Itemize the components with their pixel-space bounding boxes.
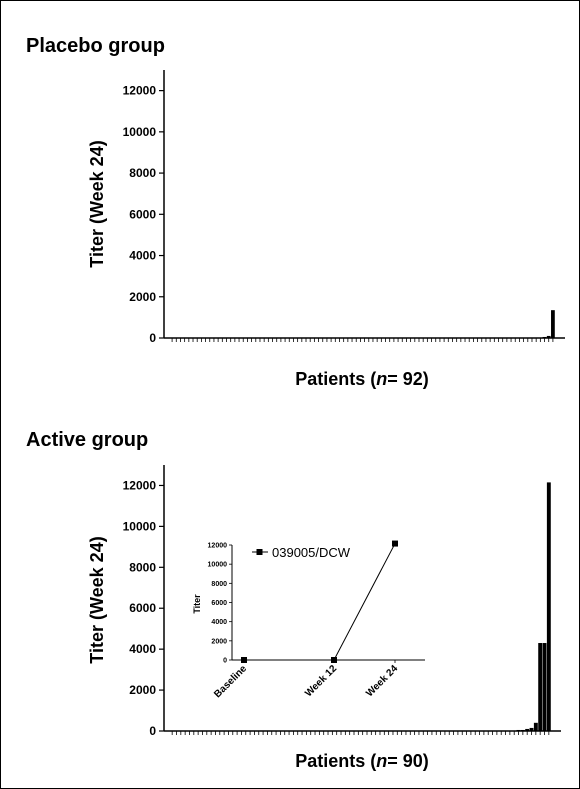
active-title: Active group [26, 429, 148, 451]
active-y-tick-label-10000: 10000 [123, 519, 157, 533]
placebo-panel: Placebo group Titer (Week 24) 0 2000 4000 6… [26, 35, 565, 389]
placebo-x-axis-title-suffix: = 92) [387, 369, 429, 389]
inset-x-tick-label: Baseline [212, 663, 249, 700]
active-bar [546, 482, 551, 731]
inset-y-ticks: 0 2000 4000 6000 8000 10000 12000 [208, 543, 232, 665]
placebo-y-tick-label-6000: 6000 [129, 207, 156, 221]
active-bar [533, 722, 538, 731]
legend-marker [256, 549, 263, 555]
active-y-tick-label-6000: 6000 [129, 601, 156, 615]
inset-series [241, 540, 398, 663]
placebo-y-axis-title: Titer (Week 24) [87, 140, 107, 267]
placebo-y-ticks: 0 2000 4000 6000 8000 10000 12000 [123, 84, 164, 345]
inset-x-ticks: Baseline Week 12 Week 24 [212, 660, 400, 700]
active-y-ticks: 0 2000 4000 6000 8000 10000 12000 [123, 478, 164, 738]
inset-y-tick-label-10000: 10000 [208, 562, 228, 569]
inset-point [241, 657, 247, 663]
inset-series-line [244, 543, 396, 661]
active-x-axis-title-prefix: Patients ( [295, 751, 376, 771]
placebo-bar [546, 335, 551, 338]
placebo-y-tick-label-0: 0 [149, 331, 156, 345]
active-x-axis-title-n: n [376, 751, 387, 771]
placebo-x-axis-title: Patients (n= 92) [295, 369, 429, 389]
active-bar [529, 727, 534, 731]
inset-legend: 039005/DCW [252, 545, 351, 560]
inset-y-tick-label-4000: 4000 [211, 619, 227, 626]
inset-y-tick-label-8000: 8000 [211, 581, 227, 588]
inset-y-tick-label-6000: 6000 [211, 600, 227, 607]
inset-chart: Titer 0 2000 4000 6000 8000 10000 12000 Baseli… [192, 540, 425, 700]
inset-point [331, 657, 337, 663]
placebo-y-tick-label-10000: 10000 [123, 125, 157, 139]
inset-y-axis-title: Titer [192, 594, 202, 614]
placebo-y-tick-label-8000: 8000 [129, 166, 156, 180]
active-bar [542, 643, 547, 731]
active-bars [516, 482, 551, 731]
legend-label: 039005/DCW [272, 545, 351, 560]
inset-x-tick-label: Week 24 [364, 663, 400, 699]
active-bar [525, 728, 530, 731]
active-y-axis-title: Titer (Week 24) [87, 536, 107, 663]
active-y-tick-label-2000: 2000 [129, 683, 156, 697]
active-y-tick-label-4000: 4000 [129, 642, 156, 656]
active-y-tick-label-12000: 12000 [123, 478, 157, 492]
active-x-axis-title-suffix: = 90) [387, 751, 429, 771]
placebo-x-axis-title-prefix: Patients ( [295, 369, 376, 389]
inset-y-tick-label-12000: 12000 [208, 543, 228, 550]
active-x-axis-title: Patients (n= 90) [295, 751, 429, 771]
active-y-tick-label-0: 0 [149, 724, 156, 738]
inset-y-tick-label-2000: 2000 [211, 638, 227, 645]
placebo-title: Placebo group [26, 35, 165, 57]
placebo-x-axis-title-n: n [376, 369, 387, 389]
active-y-tick-label-8000: 8000 [129, 560, 156, 574]
active-panel: Active group Titer (Week 24) 0 2000 4000 60… [26, 429, 561, 771]
placebo-bars [542, 310, 555, 338]
placebo-y-tick-label-4000: 4000 [129, 249, 156, 263]
inset-y-tick-label-0: 0 [223, 658, 227, 665]
placebo-y-tick-label-2000: 2000 [129, 290, 156, 304]
placebo-bar [551, 310, 555, 338]
inset-x-tick-label: Week 12 [303, 663, 339, 699]
inset-point [392, 540, 398, 547]
active-bar [538, 643, 543, 731]
placebo-y-tick-label-12000: 12000 [123, 84, 157, 98]
